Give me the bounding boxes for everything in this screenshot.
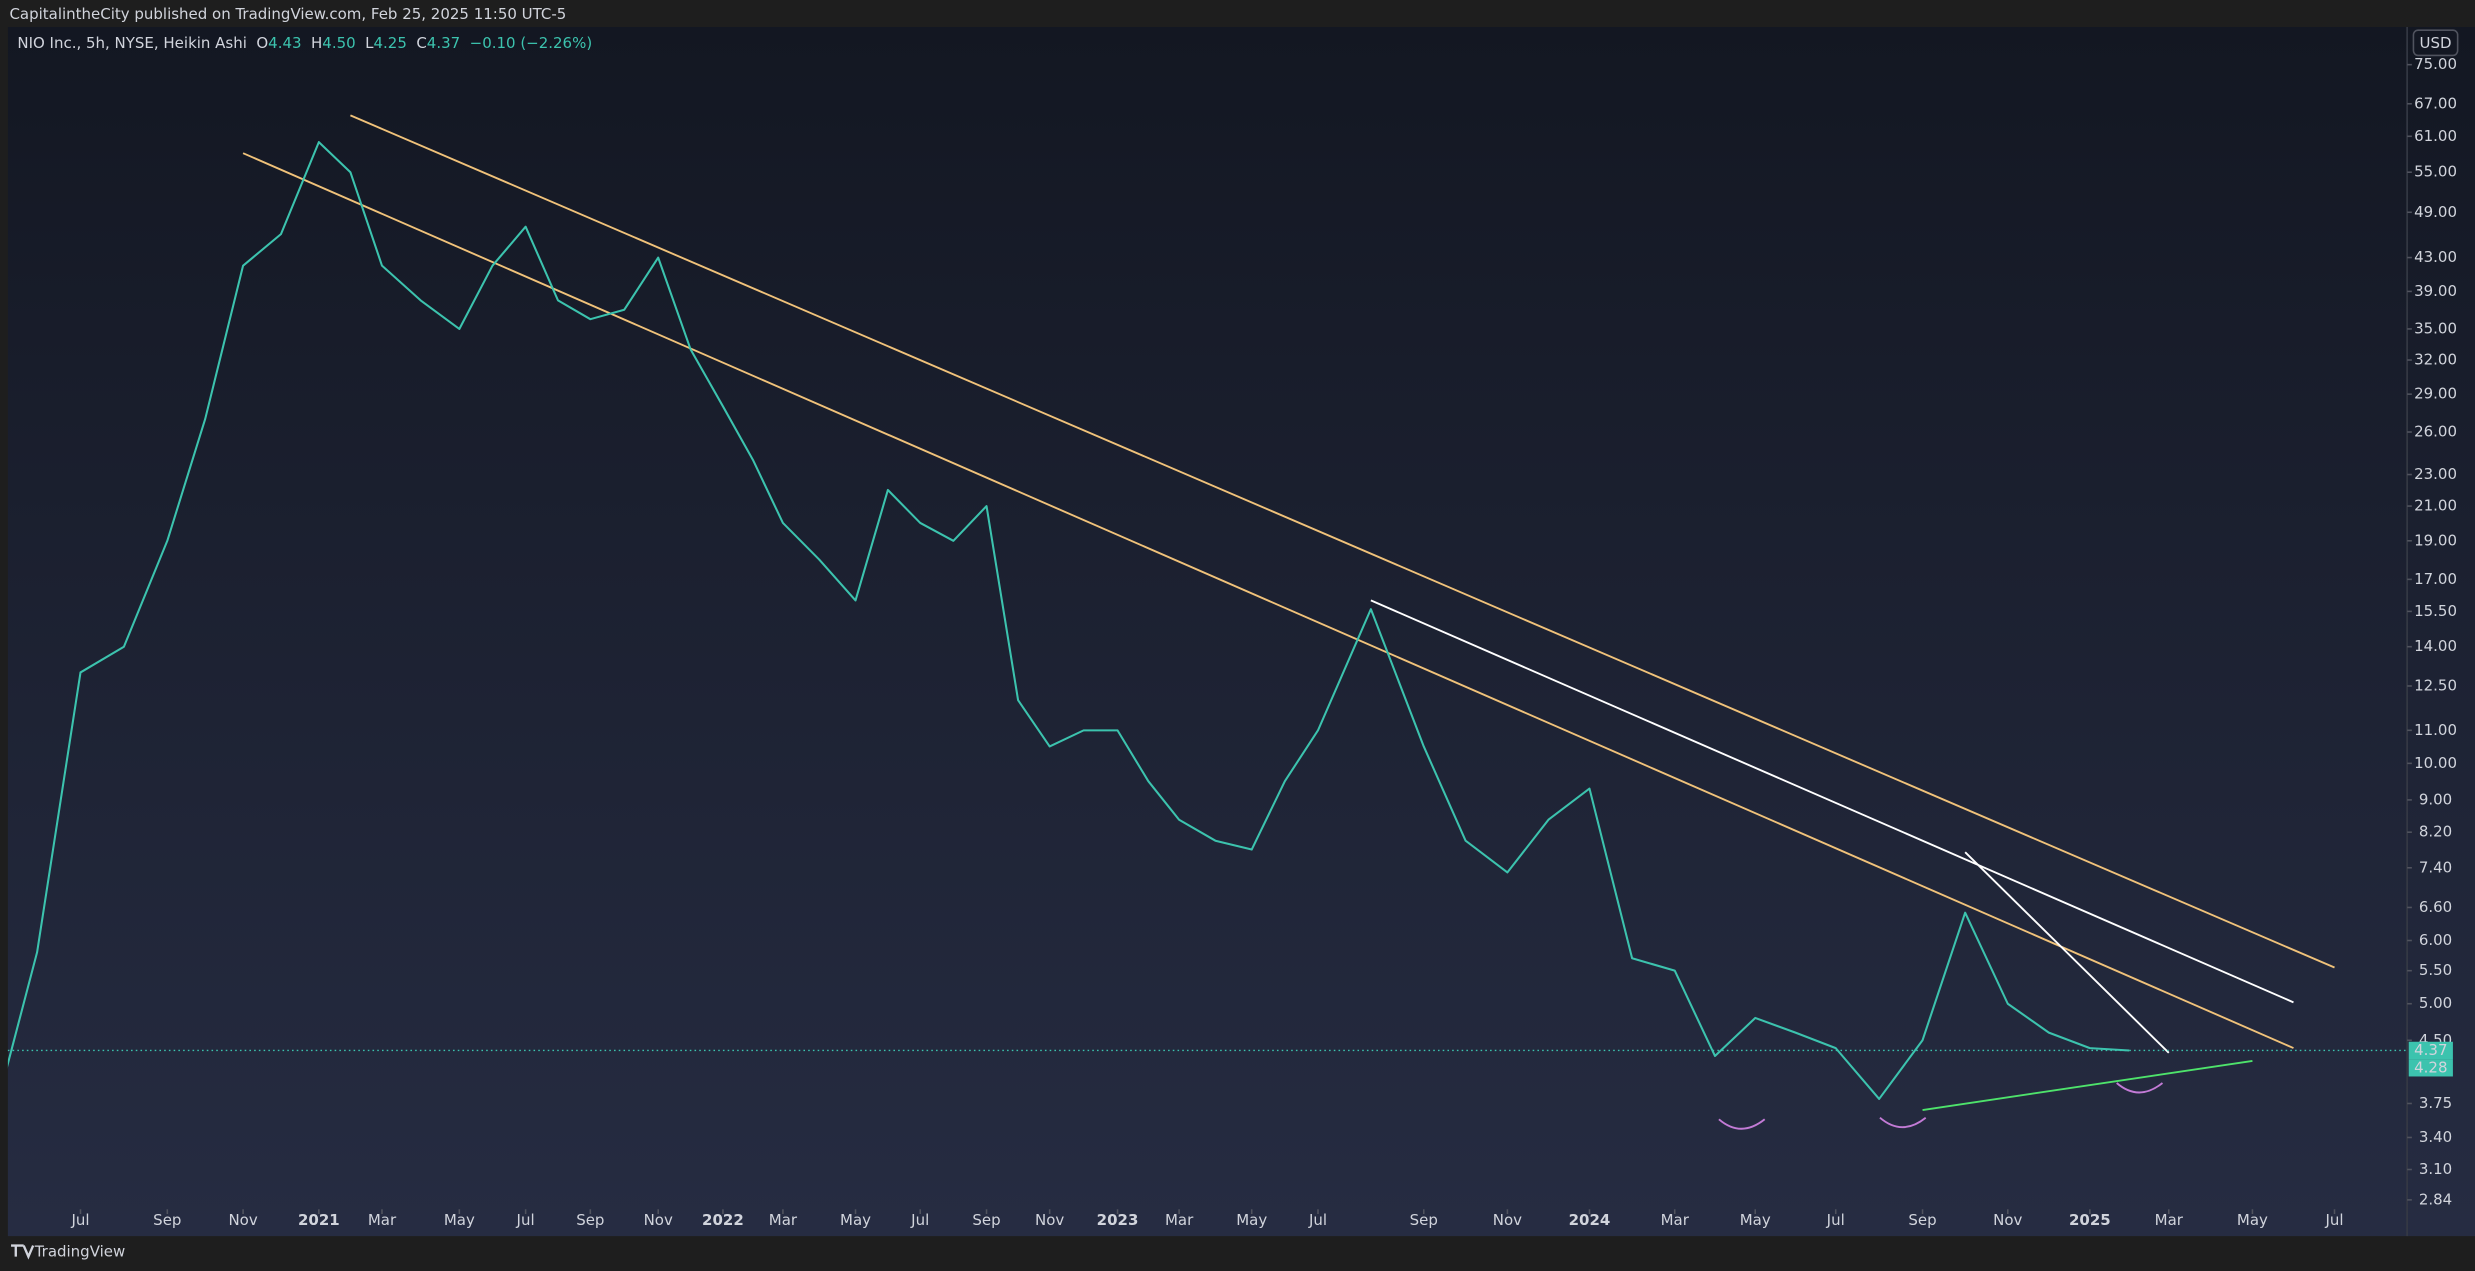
y-tick-label: 32.00 [2414,351,2457,369]
y-tick-label: 67.00 [2414,94,2457,112]
x-tick-label: Mar [1165,1211,1194,1229]
ohlc-label: L [365,33,374,51]
y-tick-label: 11.00 [2414,721,2457,739]
y-tick-label: 9.00 [2419,790,2452,808]
x-tick-label: Nov [1035,1211,1064,1229]
ohlc-label: H [311,33,322,51]
y-tick-label: 15.50 [2414,602,2457,620]
y-tick-label: 23.00 [2414,465,2457,483]
y-tick-label: 10.00 [2414,754,2457,772]
symbol: NIO Inc., 5h, NYSE, Heikin Ashi [17,33,247,51]
x-tick-label: Sep [972,1211,1000,1229]
arc [1879,1116,1927,1129]
y-tick-label: 43.00 [2414,248,2457,266]
ohlc-label: O [256,33,268,51]
trendline [350,114,2335,969]
currency-box[interactable] [2412,29,2459,57]
x-tick-label: May [2237,1211,2268,1229]
y-tick-label: 26.00 [2414,423,2457,441]
change: −0.10 (−2.26%) [470,33,593,51]
y-tick-label: 61.00 [2414,127,2457,145]
plot-background [7,27,2475,1237]
trendline [1922,1059,2253,1111]
ohlc-value: 4.43 [268,33,301,51]
x-tick-label: Mar [1661,1211,1690,1229]
x-tick-label: Jul [910,1211,929,1229]
x-tick-label: 2023 [1097,1211,1139,1229]
x-tick-label: May [1236,1211,1267,1229]
arc [2116,1082,2164,1094]
x-tick-label: Nov [228,1211,257,1229]
y-tick-label: 2.84 [2419,1190,2452,1208]
footer: TradingView [34,1242,126,1260]
price-tag [2408,1059,2453,1077]
arc [1718,1118,1766,1130]
logo [11,1244,35,1260]
y-tick-label: 6.60 [2419,898,2452,916]
x-tick-label: Jul [1826,1211,1845,1229]
trendline [242,152,2294,1049]
y-tick-label: 21.00 [2414,497,2457,515]
ohlc-value: 4.50 [322,33,355,51]
x-tick-label: May [444,1211,475,1229]
x-tick-label: 2025 [2069,1211,2111,1229]
y-tick-label: 29.00 [2414,385,2457,403]
y-tick-label: 7.40 [2419,858,2452,876]
plot [7,114,2335,1111]
ohlc-value: 4.37 [427,33,460,51]
x-tick-label: Sep [1410,1211,1438,1229]
y-tick-label: 5.00 [2419,994,2452,1012]
x-tick-label: May [1740,1211,1771,1229]
x-tick-label: Nov [1493,1211,1522,1229]
price-tag-label: 4.37 [2414,1041,2447,1059]
x-tick-label: 2022 [702,1211,744,1229]
price-tag-label: 4.28 [2414,1058,2447,1076]
ohlc-label: C [416,33,426,51]
annotation-arcs [1718,1082,2164,1130]
y-tick-label: 8.20 [2419,823,2452,841]
x-tick-label: May [840,1211,871,1229]
publisher: CapitalintheCity published on TradingVie… [9,5,566,23]
y-tick-label: 75.00 [2414,55,2457,73]
ohlc-value: 4.25 [373,33,406,51]
x-tick-label: Jul [516,1211,535,1229]
y-tick-label: 12.50 [2414,676,2457,694]
y-tick-label: 49.00 [2414,203,2457,221]
x-tick-label: Mar [2155,1211,2184,1229]
y-tick-label: 35.00 [2414,319,2457,337]
y-tick-label: 6.00 [2419,931,2452,949]
y-tick-label: 5.50 [2419,961,2452,979]
x-tick-label: Sep [1908,1211,1936,1229]
y-tick-label: 55.00 [2414,163,2457,181]
y-tick-label: 17.00 [2414,570,2457,588]
price-tag [2408,1041,2453,1060]
currency[interactable]: USD [2420,34,2452,52]
trendline [1370,599,2294,1004]
x-tick-label: Sep [576,1211,604,1229]
x-tick-label: Sep [153,1211,181,1229]
x-tick-label: Nov [1993,1211,2022,1229]
x-tick-label: 2024 [1569,1211,1611,1229]
x-tick-label: Mar [368,1211,397,1229]
y-tick-label: 14.00 [2414,637,2457,655]
x-tick-label: Jul [2324,1211,2343,1229]
y-tick-label: 19.00 [2414,531,2457,549]
x-tick-label: 2021 [298,1211,340,1229]
price-line [7,141,2130,1100]
y-tick-label: 39.00 [2414,282,2457,300]
x-tick-label: Jul [70,1211,89,1229]
x-tick-label: Jul [1308,1211,1327,1229]
legend: NIO Inc., 5h, NYSE, Heikin Ashi O4.43 H4.5… [17,33,592,51]
y-tick-label: 3.75 [2419,1094,2452,1112]
x-tick-label: Mar [769,1211,798,1229]
x-tick-label: Nov [644,1211,673,1229]
trendline [1964,851,2170,1054]
y-tick-label: 3.10 [2419,1160,2452,1178]
y-tick-label: 3.40 [2419,1128,2452,1146]
